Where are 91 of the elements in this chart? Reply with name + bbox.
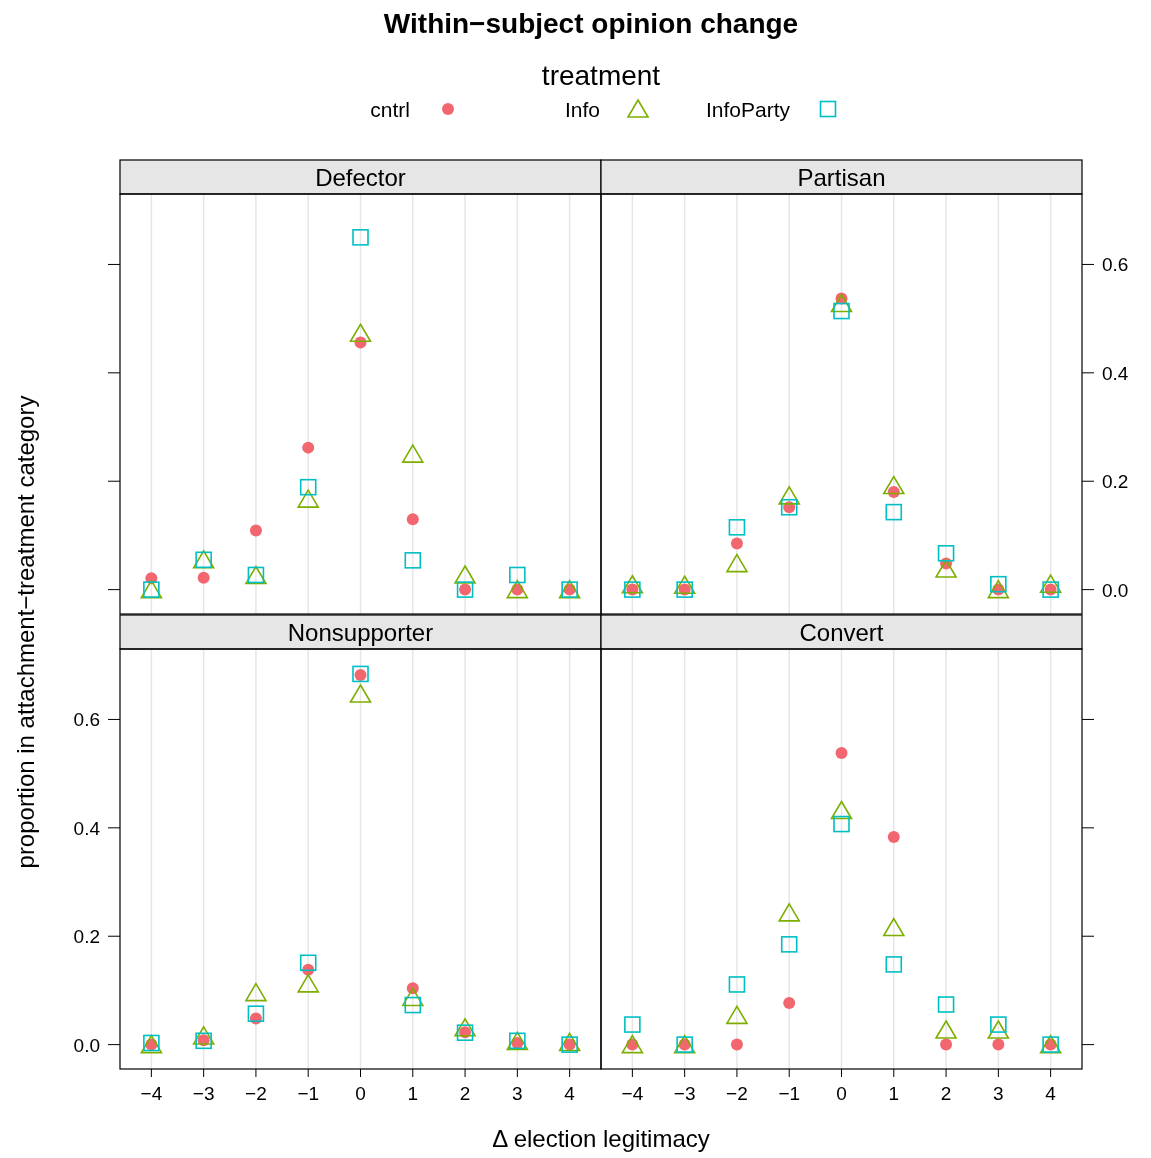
y-tick-label: 0.6: [73, 709, 100, 731]
x-tick-label: −1: [778, 1083, 801, 1104]
point: [302, 441, 315, 454]
point: [728, 976, 746, 993]
x-tick-label: 1: [407, 1083, 419, 1104]
point: [509, 566, 526, 584]
point: [726, 553, 748, 573]
point: [726, 1005, 748, 1025]
legend-label: Info: [564, 98, 600, 121]
point: [454, 565, 476, 584]
point: [192, 1026, 215, 1045]
x-tick-label: 3: [993, 1083, 1004, 1104]
x-tick-label: 0: [836, 1083, 847, 1104]
y-tick-label: 0.4: [1102, 362, 1129, 384]
point: [885, 503, 903, 521]
point: [885, 956, 903, 973]
point: [349, 323, 372, 343]
chart-title: Convert: [799, 619, 884, 646]
point: [673, 575, 696, 595]
point: [730, 537, 743, 550]
point: [987, 579, 1010, 599]
x-tick-label: 2: [940, 1083, 952, 1104]
y-tick-label: 0.2: [1102, 471, 1129, 493]
point: [835, 747, 848, 760]
x-tick-label: 4: [564, 1083, 576, 1104]
x-axis-title: Δ election legitimacy: [492, 1125, 710, 1152]
point: [454, 1018, 476, 1037]
chart-title: Partisan: [797, 164, 886, 191]
point: [406, 513, 419, 526]
chart-title: Nonsupporter: [287, 619, 434, 646]
point: [937, 996, 955, 1013]
point: [621, 574, 644, 594]
point: [992, 1038, 1005, 1051]
point: [778, 486, 801, 505]
point: [987, 1020, 1010, 1039]
x-tick-label: −4: [621, 1083, 644, 1104]
y-tick-label: 0.0: [1102, 579, 1129, 601]
point: [1039, 574, 1062, 593]
point: [197, 571, 210, 584]
point: [780, 936, 798, 953]
legend-label: InfoParty: [705, 98, 791, 121]
point: [404, 552, 422, 569]
y-tick-label: 0.0: [73, 1034, 100, 1056]
point: [728, 518, 746, 536]
x-tick-label: 3: [512, 1083, 523, 1104]
point: [833, 815, 850, 833]
point: [352, 665, 369, 683]
point: [621, 1034, 644, 1054]
x-tick-label: −3: [192, 1083, 215, 1104]
point: [935, 1020, 957, 1039]
x-tick-label: −2: [726, 1083, 748, 1104]
point: [506, 579, 529, 599]
x-tick-label: 1: [888, 1083, 900, 1104]
point: [887, 831, 900, 844]
y-tick-label: 0.6: [1102, 254, 1129, 276]
point: [830, 293, 853, 313]
point: [778, 903, 801, 922]
x-tick-label: −3: [673, 1083, 696, 1104]
point: [297, 489, 320, 508]
point: [401, 987, 424, 1007]
point: [249, 524, 262, 537]
y-tick-label: 0.2: [73, 926, 100, 948]
legend-label: cntrl: [370, 98, 410, 121]
point: [730, 1038, 743, 1051]
x-tick-label: −1: [297, 1083, 320, 1104]
point: [352, 229, 369, 246]
x-tick-label: 0: [355, 1083, 366, 1104]
point: [935, 559, 957, 578]
point: [783, 996, 796, 1009]
point: [297, 974, 320, 993]
x-tick-label: 4: [1045, 1083, 1057, 1104]
y-tick-label: 0.4: [73, 817, 101, 839]
point: [830, 800, 853, 820]
chart-title: Defector: [315, 164, 406, 191]
point: [299, 954, 317, 972]
point: [937, 545, 955, 562]
point: [624, 1016, 641, 1033]
point: [247, 1005, 265, 1023]
text: Within−subject opinion change: [383, 8, 799, 39]
point: [299, 478, 317, 496]
point: [940, 1038, 953, 1051]
point: [349, 684, 372, 703]
y-axis-title: proportion in attachment−treatment category: [12, 395, 39, 869]
point: [882, 475, 905, 495]
x-tick-label: −2: [245, 1083, 267, 1104]
point: [245, 982, 267, 1002]
x-tick-label: −4: [140, 1083, 163, 1104]
x-tick-label: 2: [459, 1083, 471, 1104]
point: [882, 917, 905, 937]
legend-title: treatment: [541, 60, 661, 91]
point: [401, 444, 424, 463]
